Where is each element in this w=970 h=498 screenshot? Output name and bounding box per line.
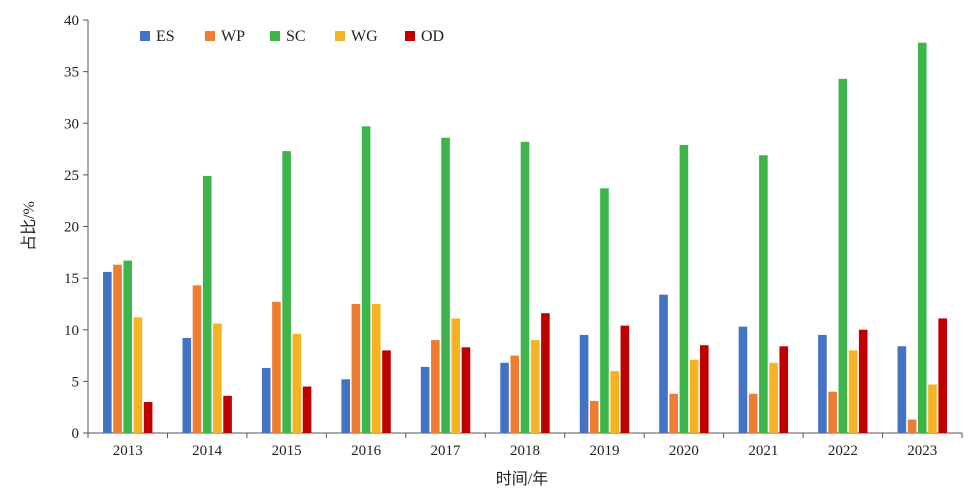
x-tick-label: 2016 (351, 443, 382, 459)
bar-wg-2015 (292, 333, 302, 433)
legend-swatch-sc (270, 31, 280, 41)
bar-es-2021 (738, 326, 748, 433)
bar-od-2017 (461, 347, 471, 433)
bar-sc-2019 (600, 188, 609, 433)
bar-wg-2013 (133, 317, 143, 433)
legend-swatch-wg (335, 31, 345, 41)
bar-wg-2014 (213, 323, 222, 433)
bar-od-2019 (620, 325, 630, 433)
bar-wg-2020 (689, 359, 699, 433)
bar-wg-2021 (769, 362, 778, 433)
bar-wp-2013 (113, 264, 122, 433)
bar-es-2013 (103, 271, 112, 433)
y-tick-label: 40 (64, 13, 79, 29)
y-tick-label: 0 (72, 426, 80, 442)
bar-sc-2022 (838, 78, 848, 433)
x-tick-label: 2021 (748, 443, 778, 459)
bar-es-2016 (341, 379, 350, 433)
bar-es-2015 (261, 367, 271, 433)
y-axis: 0 5 10 15 20 25 30 35 40 (64, 13, 89, 442)
legend-label-od: OD (421, 28, 444, 45)
x-tick-label: 2015 (272, 443, 302, 459)
bar-wp-2023 (907, 419, 917, 433)
bar-od-2020 (700, 345, 709, 433)
bar-od-2021 (779, 346, 789, 433)
bar-wg-2022 (848, 350, 858, 433)
bar-sc-2023 (917, 42, 927, 434)
legend-label-sc: SC (286, 28, 306, 45)
bar-od-2016 (382, 350, 391, 433)
bar-es-2014 (182, 338, 192, 433)
bar-sc-2018 (520, 141, 530, 433)
bar-wp-2020 (669, 393, 679, 433)
x-tick-label: 2017 (431, 443, 462, 459)
bar-od-2023 (938, 318, 947, 433)
legend-label-es: ES (156, 28, 175, 45)
legend-label-wg: WG (351, 28, 378, 45)
x-tick-label: 2023 (907, 443, 937, 459)
bar-wp-2017 (431, 340, 440, 433)
x-tick-label: 2020 (669, 443, 699, 459)
y-tick-label: 30 (64, 116, 79, 132)
x-tick-label: 2018 (510, 443, 540, 459)
bar-od-2013 (143, 402, 153, 433)
bar-sc-2016 (361, 126, 371, 433)
bar-wp-2014 (192, 285, 202, 433)
bars (103, 42, 947, 434)
bar-od-2018 (541, 313, 550, 433)
bar-wg-2023 (928, 384, 937, 433)
bar-es-2019 (579, 334, 589, 433)
x-tick-label: 2013 (113, 443, 143, 459)
legend-swatch-es (140, 31, 150, 41)
legend-swatch-od (405, 31, 415, 41)
y-tick-label: 20 (64, 220, 79, 236)
y-axis-title: 占比/% (20, 201, 38, 251)
bar-wp-2022 (828, 391, 837, 433)
bar-es-2020 (659, 294, 668, 433)
bar-wg-2017 (451, 318, 461, 433)
y-tick-label: 35 (64, 65, 79, 81)
legend: ES WP SC WG OD (140, 28, 444, 45)
bar-sc-2013 (123, 260, 133, 433)
bar-wp-2015 (272, 301, 281, 433)
bar-es-2018 (500, 362, 509, 433)
bar-od-2022 (858, 329, 868, 433)
bar-es-2023 (897, 346, 907, 433)
y-tick-label: 25 (64, 168, 79, 184)
y-tick-label: 5 (72, 374, 80, 390)
bar-sc-2014 (202, 175, 212, 433)
x-axis-title: 时间/年 (496, 470, 548, 488)
y-tick-label: 15 (64, 271, 79, 287)
bar-es-2022 (818, 334, 827, 433)
bar-sc-2017 (441, 137, 450, 433)
bar-sc-2020 (679, 144, 689, 433)
x-tick-label: 2022 (828, 443, 858, 459)
bar-wp-2018 (510, 355, 520, 433)
bar-wg-2019 (610, 371, 619, 433)
bar-sc-2015 (282, 151, 291, 433)
legend-label-wp: WP (221, 28, 245, 45)
x-tick-label: 2019 (589, 443, 619, 459)
bar-wg-2016 (371, 303, 381, 433)
bar-wg-2018 (530, 340, 540, 433)
bar-wp-2016 (351, 303, 361, 433)
bar-es-2017 (420, 366, 430, 433)
legend-swatch-wp (205, 31, 215, 41)
bar-wp-2021 (748, 393, 758, 433)
bar-od-2015 (302, 386, 312, 433)
y-tick-label: 10 (64, 323, 79, 339)
x-tick-label: 2014 (192, 443, 223, 459)
bar-wp-2019 (589, 400, 599, 433)
x-axis: 2013 2014 2015 2016 2017 2018 2019 2020 2021 2022… (87, 432, 963, 459)
bar-od-2014 (223, 395, 232, 433)
bar-sc-2021 (759, 155, 768, 433)
